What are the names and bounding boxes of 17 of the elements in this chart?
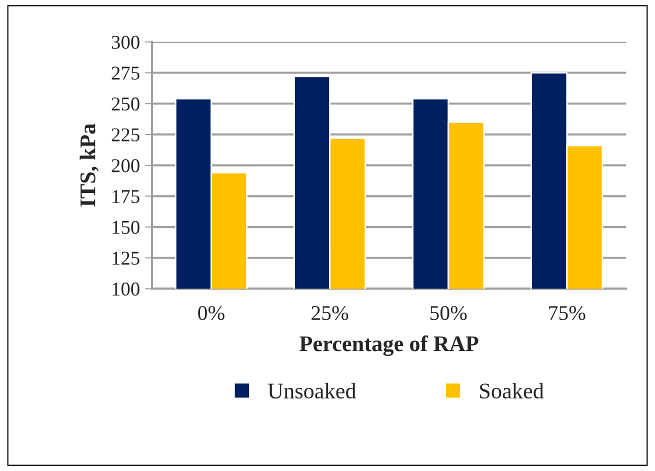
x-tick-label: 50%	[430, 306, 467, 320]
y-axis-title: ITS, kPa	[80, 124, 99, 207]
y-tick-label: 225	[112, 128, 140, 142]
x-axis-title: Percentage of RAP	[300, 335, 478, 356]
x-tick-label: 0%	[198, 306, 224, 320]
y-tick-label: 125	[112, 252, 140, 265]
legend-label: Unsoaked	[268, 382, 356, 399]
x-tick-label: 75%	[549, 306, 586, 320]
y-tick-label: 275	[112, 66, 140, 80]
y-tick-label: 250	[112, 97, 140, 111]
legend-label: Soaked	[480, 382, 544, 399]
y-tick-label: 175	[112, 190, 140, 204]
y-tick-label: 100	[112, 282, 140, 296]
y-tick-label: 300	[112, 36, 140, 49]
y-tick-label: 200	[112, 159, 140, 172]
x-tick-label: 25%	[312, 306, 348, 320]
y-tick-label: 150	[112, 220, 140, 234]
